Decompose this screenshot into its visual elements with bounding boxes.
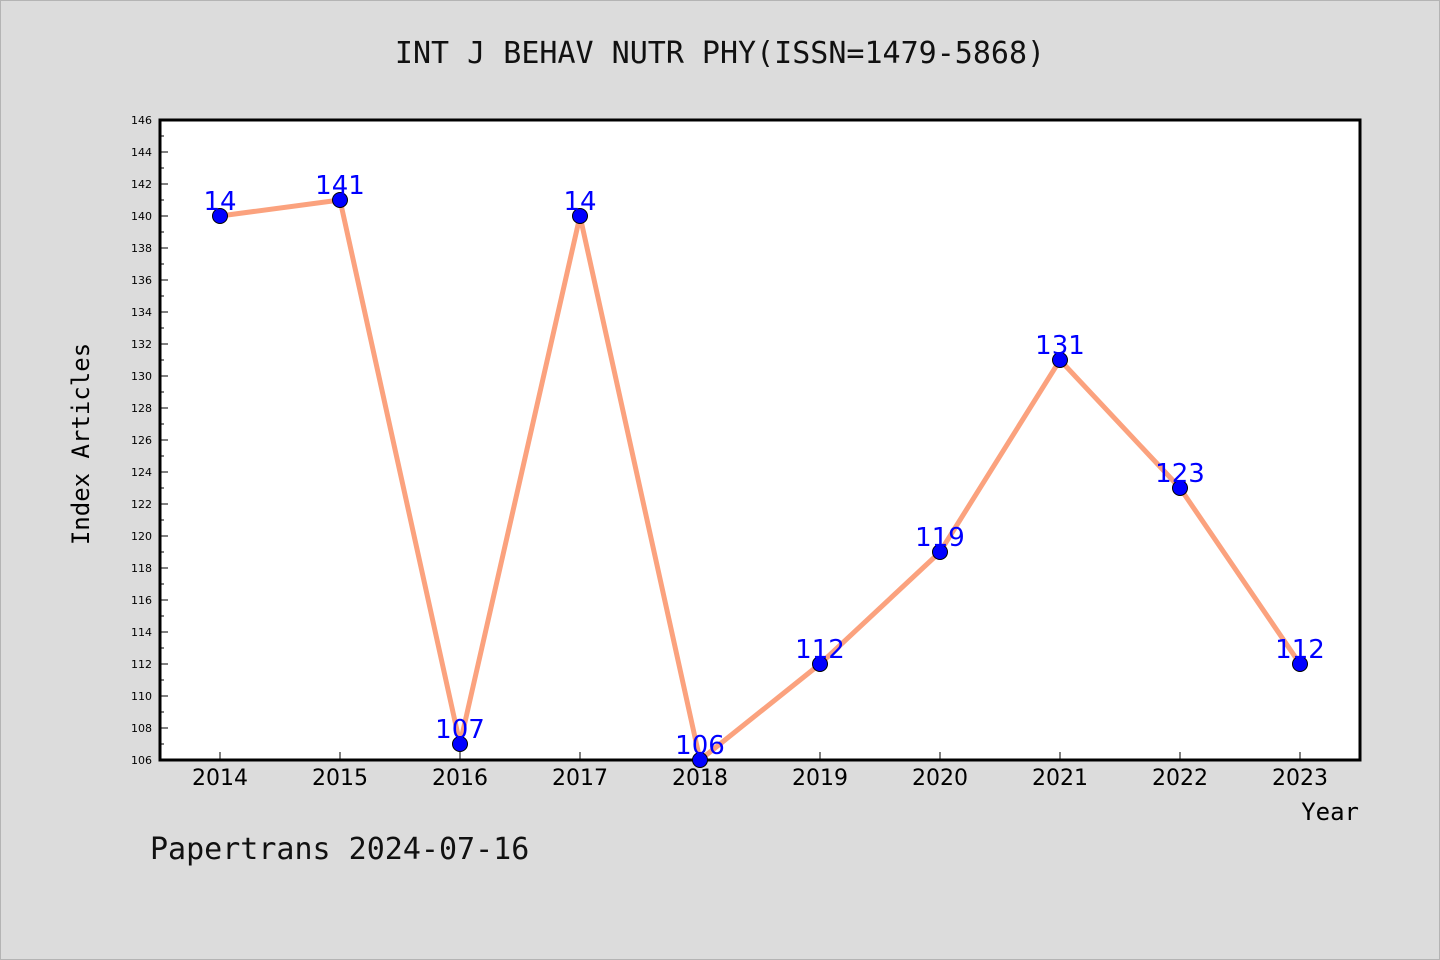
y-tick-label: 110 [131,690,152,703]
y-tick-label: 144 [131,146,152,159]
y-tick-label: 132 [131,338,152,351]
series-line [219,197,1303,763]
data-label: 106 [675,731,725,761]
y-tick-label: 138 [131,242,152,255]
y-tick-label: 140 [131,210,152,223]
data-label: 14 [563,187,596,217]
x-tick-label: 2017 [552,766,608,791]
data-point [692,752,708,768]
data-point [932,544,948,560]
chart-title: INT J BEHAV NUTR PHY(ISSN=1479-5868) [394,36,1046,71]
y-tick-label: 122 [131,498,152,511]
data-label: 141 [315,171,365,201]
x-tick-label: 2014 [192,766,248,791]
x-tick-label: 2023 [1272,766,1328,791]
x-tick-label: 2018 [672,766,728,791]
y-tick-label: 128 [131,402,152,415]
data-label: 112 [795,635,845,665]
y-axis-title: Index Articles [67,343,95,545]
y-tick-label: 134 [131,306,152,319]
y-tick-label: 118 [131,562,152,575]
data-point [572,208,588,224]
y-tick-label: 142 [131,178,152,191]
y-tick-label: 124 [131,466,152,479]
data-point [332,192,348,208]
x-tick-label: 2015 [312,766,368,791]
data-label: 119 [915,523,965,553]
data-point [452,736,468,752]
y-tick-label: 106 [131,754,152,767]
plot-area [158,118,1362,762]
footer-note: Papertrans 2024-07-16 [150,832,530,867]
data-label: 14 [203,187,236,217]
data-label: 112 [1275,635,1325,665]
x-tick-label: 2021 [1032,766,1088,791]
data-point [212,208,228,224]
y-tick-label: 126 [131,434,152,447]
x-tick-label: 2016 [432,766,488,791]
y-tick-label: 116 [131,594,152,607]
x-tick-label: 2019 [792,766,848,791]
data-label: 107 [435,715,485,745]
data-point [1292,656,1308,672]
data-label: 123 [1155,459,1205,489]
data-point [812,656,828,672]
y-tick-label: 120 [131,530,152,543]
y-tick-label: 108 [131,722,152,735]
y-tick-label: 130 [131,370,152,383]
x-tick-label: 2022 [1152,766,1208,791]
x-axis-title: Year [1301,798,1359,826]
data-label: 131 [1035,331,1085,361]
y-tick-label: 112 [131,658,152,671]
y-tick-label: 146 [131,114,152,127]
y-tick-label: 114 [131,626,152,639]
data-point [1052,352,1068,368]
data-point [1172,480,1188,496]
x-tick-label: 2020 [912,766,968,791]
y-tick-label: 136 [131,274,152,287]
